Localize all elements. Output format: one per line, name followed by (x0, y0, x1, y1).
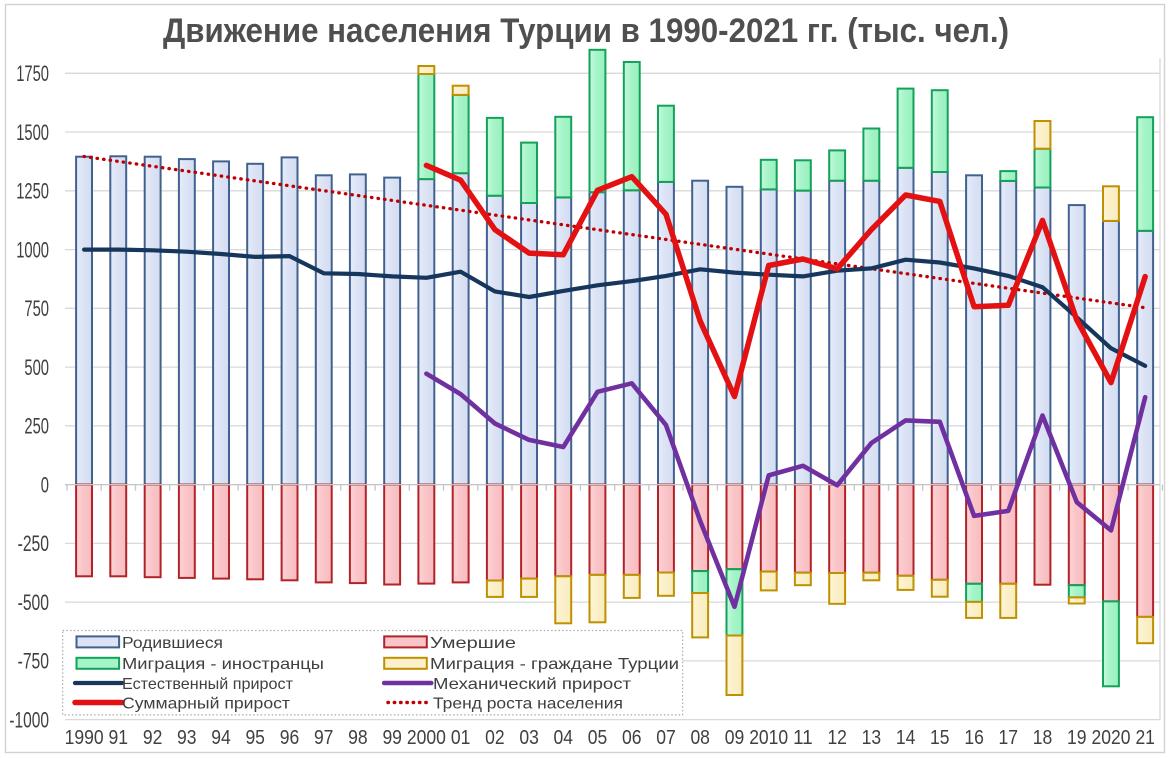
svg-text:Тренд роста населения: Тренд роста населения (433, 695, 623, 712)
svg-text:96: 96 (280, 727, 300, 749)
svg-text:08: 08 (690, 727, 710, 749)
svg-text:1500: 1500 (16, 120, 49, 145)
svg-text:15: 15 (930, 727, 950, 749)
svg-text:11: 11 (793, 727, 813, 749)
svg-text:Естественный прирост: Естественный прирост (122, 676, 294, 693)
svg-text:12: 12 (827, 727, 847, 749)
svg-text:1750: 1750 (16, 61, 49, 86)
svg-text:Умершие: Умершие (430, 635, 516, 652)
svg-text:Движение населения Турции в 19: Движение населения Турции в 1990-2021 гг… (163, 12, 1009, 50)
svg-text:Суммарный прирост: Суммарный прирост (122, 695, 291, 712)
svg-text:19: 19 (1067, 727, 1087, 749)
svg-text:16: 16 (964, 727, 984, 749)
svg-text:2010: 2010 (749, 727, 788, 749)
svg-text:03: 03 (519, 727, 539, 749)
svg-text:750: 750 (24, 296, 49, 321)
svg-text:21: 21 (1135, 727, 1155, 749)
svg-text:04: 04 (554, 727, 574, 749)
svg-text:92: 92 (143, 727, 163, 749)
svg-text:-1000: -1000 (9, 707, 49, 732)
svg-text:97: 97 (314, 727, 334, 749)
svg-text:250: 250 (24, 414, 49, 439)
svg-text:-750: -750 (18, 649, 49, 674)
svg-text:-500: -500 (18, 590, 49, 615)
svg-text:95: 95 (245, 727, 265, 749)
svg-text:14: 14 (896, 727, 916, 749)
svg-text:Миграция - граждане Турции: Миграция - граждане Турции (430, 656, 679, 673)
svg-text:Родившиеся: Родившиеся (122, 635, 223, 652)
svg-text:05: 05 (588, 727, 608, 749)
svg-text:18: 18 (1033, 727, 1053, 749)
svg-text:93: 93 (177, 727, 197, 749)
svg-text:98: 98 (348, 727, 368, 749)
svg-text:09: 09 (725, 727, 745, 749)
svg-text:94: 94 (211, 727, 231, 749)
svg-text:06: 06 (622, 727, 642, 749)
svg-text:1250: 1250 (16, 179, 49, 204)
svg-text:Механический прирост: Механический прирост (433, 676, 632, 693)
svg-text:1990: 1990 (65, 727, 104, 749)
svg-text:2020: 2020 (1092, 727, 1131, 749)
svg-text:0: 0 (41, 472, 49, 497)
svg-text:07: 07 (656, 727, 676, 749)
svg-text:1000: 1000 (16, 237, 49, 262)
svg-text:91: 91 (109, 727, 129, 749)
svg-text:13: 13 (862, 727, 882, 749)
svg-text:-250: -250 (18, 531, 49, 556)
svg-text:2000: 2000 (407, 727, 446, 749)
svg-text:01: 01 (451, 727, 471, 749)
svg-text:99: 99 (382, 727, 402, 749)
svg-text:17: 17 (999, 727, 1019, 749)
svg-text:500: 500 (24, 355, 49, 380)
svg-text:Миграция - иностранцы: Миграция - иностранцы (122, 656, 324, 673)
svg-text:02: 02 (485, 727, 505, 749)
